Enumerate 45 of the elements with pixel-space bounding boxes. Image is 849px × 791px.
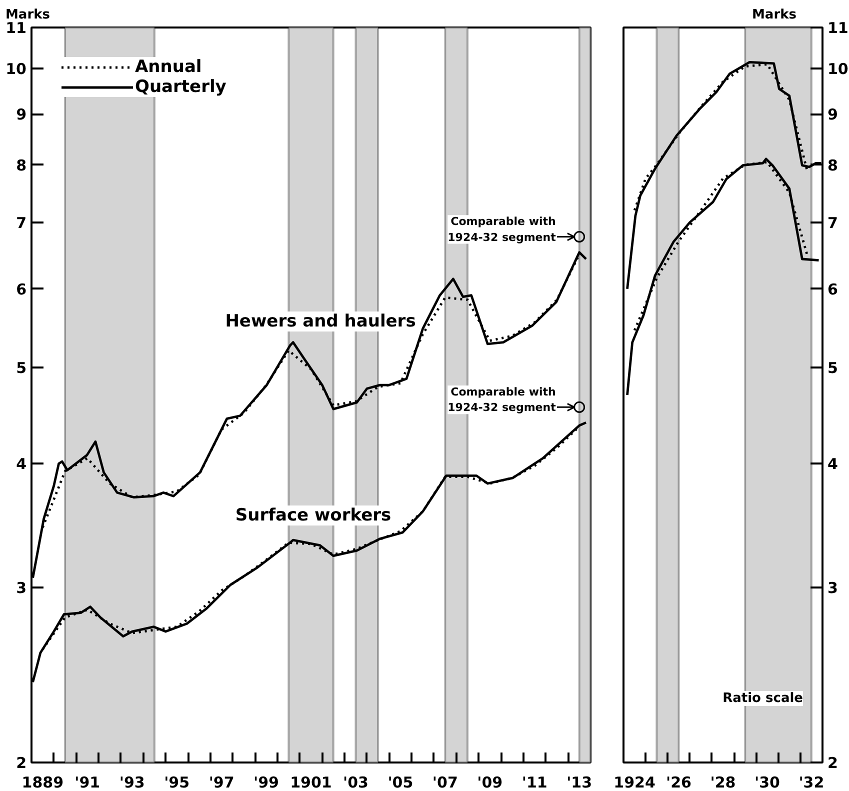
y-tick-label: 6 <box>16 280 26 298</box>
y-tick-label: 4 <box>828 455 838 474</box>
y-tick-label: 3 <box>16 579 26 598</box>
y-tick-label: 8 <box>16 156 26 174</box>
x-tick-label: 1901 <box>290 774 332 791</box>
y-tick-label: 8 <box>828 156 838 174</box>
x-tick-label: '09 <box>477 774 503 791</box>
x-tick-label: '28 <box>710 774 736 791</box>
annotation: Surface workers <box>235 506 392 526</box>
x-tick-label: '93 <box>119 774 145 791</box>
x-tick-label: '30 <box>754 774 780 791</box>
legend-label: Annual <box>135 57 202 77</box>
x-tick-label: '91 <box>74 774 100 791</box>
y-tick-label: 10 <box>6 60 26 78</box>
x-tick-label: '97 <box>208 774 234 791</box>
y-tick-label: 4 <box>16 455 26 474</box>
y-tick-label: 9 <box>828 106 838 124</box>
y-axis-title: Marks <box>752 8 797 22</box>
y-tick-label: 2 <box>16 754 26 772</box>
y-tick-label: 5 <box>16 358 26 377</box>
x-tick-label: '07 <box>432 774 458 791</box>
annotation: Comparable with 1924-32 segment <box>448 215 556 244</box>
y-tick-label: 3 <box>828 579 838 598</box>
y-tick-label: 6 <box>828 280 838 298</box>
y-tick-label: 2 <box>828 754 838 772</box>
x-tick-label: '05 <box>388 774 414 791</box>
y-tick-label: 7 <box>16 214 26 232</box>
x-tick-label: 1889 <box>22 774 64 791</box>
x-tick-label: '95 <box>164 774 190 791</box>
x-tick-label: '32 <box>798 774 824 791</box>
y-tick-label: 10 <box>828 60 848 78</box>
x-tick-label: '26 <box>666 774 692 791</box>
x-tick-label: 1924 <box>614 774 656 791</box>
annotation: Comparable with 1924-32 segment <box>448 386 556 414</box>
y-tick-label: 5 <box>828 358 838 377</box>
y-tick-label: 11 <box>828 19 848 37</box>
y-tick-label: 7 <box>828 214 838 232</box>
annotation: Ratio scale <box>722 691 804 706</box>
x-tick-label: '03 <box>342 774 368 791</box>
x-tick-label: '13 <box>566 774 592 791</box>
legend-label: Quarterly <box>135 77 226 97</box>
x-tick-label: '11 <box>522 774 548 791</box>
y-tick-label: 9 <box>16 106 26 124</box>
x-tick-label: '99 <box>254 774 280 791</box>
annotation: Hewers and haulers <box>225 312 416 332</box>
